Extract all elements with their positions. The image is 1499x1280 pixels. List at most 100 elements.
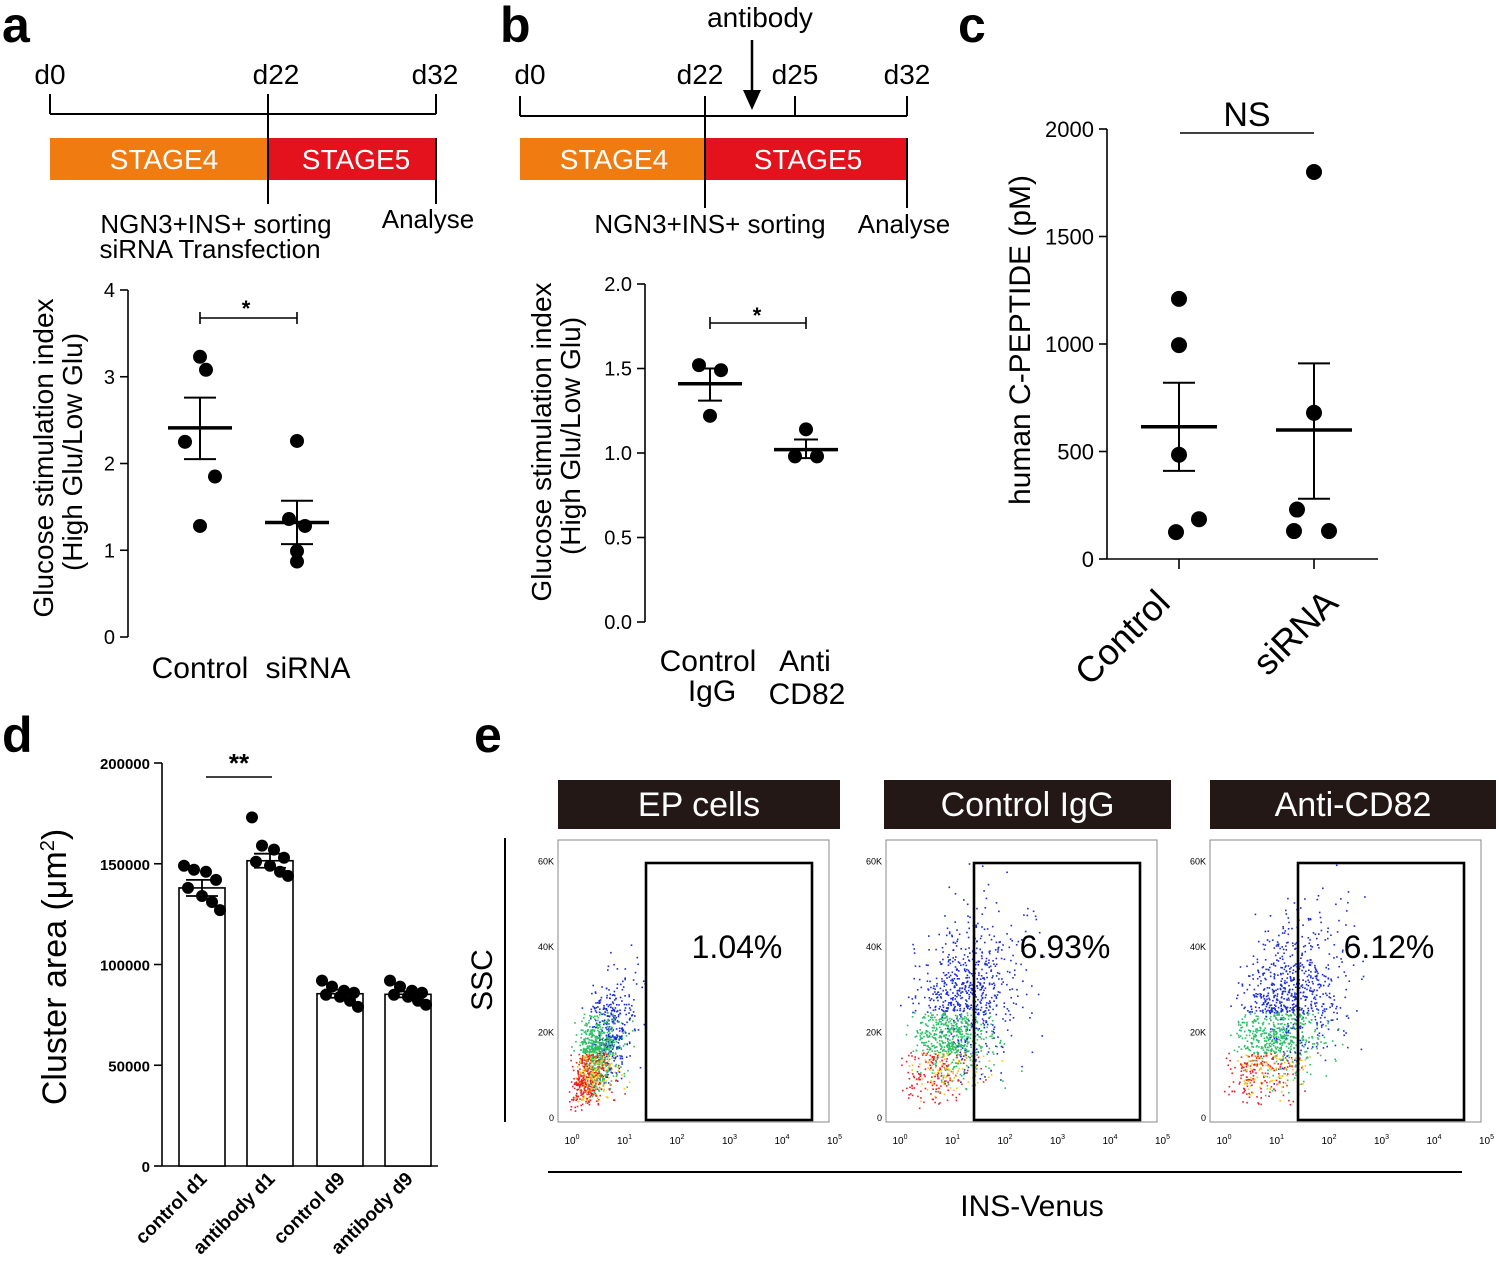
flow-event-dot (1272, 1074, 1274, 1077)
flow-event-dot (580, 1089, 583, 1092)
chart-c-y-tick-label: 2000 (1045, 117, 1094, 142)
flow-event-dot (927, 1051, 930, 1053)
flow-event-dot (606, 1031, 609, 1034)
flow-event-dot (976, 1004, 979, 1006)
flow-event-dot (988, 962, 990, 964)
flow-event-dot (590, 1067, 592, 1070)
flow-event-dot (1319, 1021, 1322, 1023)
flow-event-dot (1249, 1085, 1252, 1087)
flow-event-dot (995, 941, 998, 944)
flow-event-dot (594, 1085, 597, 1087)
flow-event-dot (947, 972, 950, 974)
flow-event-dot (926, 1052, 929, 1055)
flow-event-dot (968, 947, 970, 949)
flow-event-dot (607, 1034, 610, 1037)
flow-event-dot (943, 1012, 945, 1015)
flow-event-dot (992, 988, 995, 990)
flow-event-dot (1283, 1040, 1285, 1042)
flow-event-dot (957, 1041, 959, 1044)
flow-event-dot (608, 1037, 611, 1039)
flow-event-dot (955, 956, 957, 958)
flow-event-dot (941, 1017, 943, 1019)
flow-event-dot (1275, 1079, 1278, 1082)
flow-event-dot (964, 985, 967, 987)
flow-event-dot (966, 1064, 968, 1067)
flow-event-dot (936, 1074, 939, 1076)
flow-event-dot (962, 958, 965, 960)
flow-event-dot (1257, 1053, 1259, 1055)
flow-event-dot (1250, 1041, 1252, 1044)
flow-event-dot (611, 1048, 614, 1050)
flow-event-dot (577, 1095, 579, 1098)
flow-event-dot (608, 1055, 610, 1058)
flow-event-dot (1250, 1008, 1253, 1011)
flow-event-dot (920, 1090, 922, 1093)
flow-event-dot (983, 1011, 985, 1013)
flow-event-dot (594, 1088, 597, 1091)
flow-event-dot (618, 1071, 621, 1073)
flow-x-tick-label: 103 (1050, 1134, 1065, 1147)
chart-d-data-point (402, 990, 414, 1003)
flow-event-dot (603, 1064, 606, 1066)
flow-event-dot (936, 1050, 939, 1052)
flow-event-dot (1277, 1076, 1280, 1078)
flow-event-dot (1305, 996, 1308, 998)
flow-event-dot (1248, 1034, 1251, 1037)
flow-event-dot (940, 1079, 943, 1082)
flow-event-dot (929, 1054, 932, 1057)
flow-event-dot (606, 1062, 609, 1065)
flow-event-dot (1277, 1023, 1279, 1025)
flow-event-dot (948, 932, 951, 935)
flow-event-dot (1243, 1046, 1246, 1048)
flow-event-dot (1286, 1023, 1289, 1026)
flow-event-dot (917, 1095, 919, 1098)
flow-event-dot (599, 1012, 602, 1014)
flow-event-dot (1310, 971, 1312, 973)
flow-event-dot (1316, 1027, 1318, 1030)
chart-d-data-point (268, 843, 280, 856)
flow-event-dot (595, 1070, 597, 1073)
flow-event-dot (1293, 1006, 1296, 1008)
flow-event-dot (990, 1023, 992, 1026)
flow-event-dot (927, 972, 929, 975)
flow-event-dot (1279, 1043, 1281, 1045)
flow-event-dot (1278, 934, 1280, 937)
flow-event-dot (1348, 980, 1351, 982)
flow-event-dot (593, 1026, 595, 1028)
flow-event-dot (1336, 1005, 1338, 1008)
flow-event-dot (1281, 1001, 1283, 1004)
flow-event-dot (911, 1087, 913, 1090)
flow-event-dot (597, 1019, 599, 1022)
flow-event-dot (609, 1064, 611, 1067)
flow-event-dot (1014, 974, 1016, 976)
flow-x-tick-base: 10 (1269, 1136, 1281, 1147)
flow-event-dot (967, 1007, 969, 1010)
flow-event-dot (1021, 1070, 1023, 1072)
chart-b: 0.00.51.01.52.0 Control IgG Anti CD82 Gl… (526, 274, 845, 711)
flow-event-dot (1285, 1031, 1287, 1033)
flow-event-dot (579, 1083, 581, 1086)
flow-event-dot (1227, 1064, 1229, 1067)
flow-event-dot (1316, 970, 1318, 973)
flow-event-dot (950, 1003, 952, 1005)
flow-event-dot (964, 1044, 966, 1046)
flow-event-dot (961, 1016, 963, 1019)
chart-d-bar (246, 859, 294, 1167)
flow-event-dot (929, 1064, 931, 1067)
flow-event-dot (601, 1041, 603, 1044)
flow-event-dot (955, 1056, 958, 1059)
flow-event-dot (1306, 1011, 1309, 1014)
flow-event-dot (1300, 985, 1303, 987)
flow-event-dot (988, 934, 991, 936)
flow-event-dot (974, 1035, 977, 1038)
flow-event-dot (1301, 1031, 1304, 1033)
flow-event-dot (1244, 1079, 1247, 1081)
flow-event-dot (593, 1063, 595, 1065)
flow-event-dot (1251, 1084, 1253, 1087)
flow-event-dot (1315, 977, 1318, 980)
flow-event-dot (1271, 1007, 1273, 1009)
chart-c-data-point (1171, 290, 1187, 307)
flow-event-dot (1293, 978, 1296, 981)
flow-event-dot (942, 1014, 945, 1017)
flow-event-dot (1288, 1092, 1290, 1094)
